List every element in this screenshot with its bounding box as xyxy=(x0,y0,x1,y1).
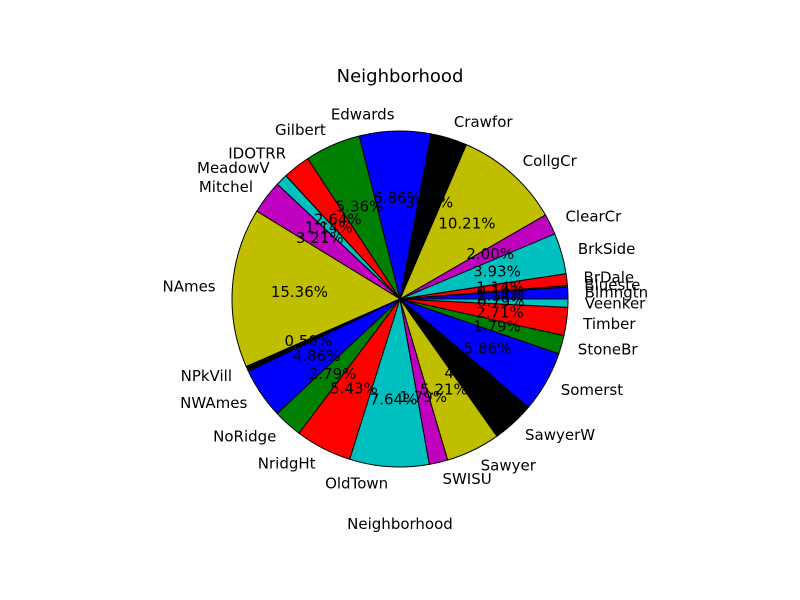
pct-label-veenker: 0.79% xyxy=(477,292,525,310)
category-label-nridght: NridgHt xyxy=(258,454,316,472)
category-label-brkside: BrkSide xyxy=(578,240,636,258)
category-label-veenker: Veenker xyxy=(585,295,646,313)
pct-label-nridght: 5.43% xyxy=(330,380,378,398)
pie-wedge-names xyxy=(231,210,401,368)
category-label-collgcr: CollgCr xyxy=(523,152,578,170)
pct-label-clearcr: 2.00% xyxy=(466,245,514,263)
pct-label-blmngtn: 1.14% xyxy=(477,286,525,304)
category-label-npkvill: NPkVill xyxy=(181,367,232,385)
pct-label-nwames: 4.86% xyxy=(293,347,341,365)
pct-label-names: 15.36% xyxy=(271,283,328,301)
pct-label-gilbert: 5.36% xyxy=(336,198,384,216)
category-label-timber: Timber xyxy=(582,315,636,333)
category-label-nwames: NWAmes xyxy=(180,394,247,412)
pct-label-edwards: 6.86% xyxy=(373,189,421,207)
pct-label-brdale: 1.14% xyxy=(476,278,524,296)
category-label-blmngtn: Blmngtn xyxy=(585,283,649,301)
pct-label-meadowv: 1.14% xyxy=(305,219,353,237)
pct-label-idotrr: 2.64% xyxy=(314,211,362,229)
pct-label-collgcr: 10.21% xyxy=(438,215,495,233)
pct-label-sawyer: 5.21% xyxy=(420,381,468,399)
category-label-sawyer: Sawyer xyxy=(481,456,537,474)
pct-label-brkside: 3.93% xyxy=(473,263,521,281)
category-label-idotrr: IDOTRR xyxy=(228,145,286,163)
pie-wedges xyxy=(231,130,569,468)
category-label-noridge: NoRidge xyxy=(213,427,276,445)
category-label-gilbert: Gilbert xyxy=(275,121,326,139)
x-axis-label: Neighborhood xyxy=(347,515,453,533)
pct-label-stonebr: 1.79% xyxy=(473,317,521,335)
category-label-oldtown: OldTown xyxy=(325,474,388,492)
pct-label-blueste: 0.14% xyxy=(477,282,525,300)
category-label-crawfor: Crawfor xyxy=(454,113,514,131)
pct-label-mitchel: 3.21% xyxy=(296,229,344,247)
pct-label-swisu: 1.79% xyxy=(399,388,447,406)
pct-label-somerst: 5.86% xyxy=(464,340,512,358)
pct-label-npkvill: 0.50% xyxy=(285,332,333,350)
percentage-labels: 1.14%0.14%1.14%3.93%2.00%10.21%3.50%6.86… xyxy=(271,189,525,408)
pct-label-oldtown: 7.64% xyxy=(370,391,418,409)
pct-label-sawyerw: 4.07% xyxy=(444,364,492,382)
category-label-meadowv: MeadowV xyxy=(197,159,270,177)
category-label-edwards: Edwards xyxy=(331,105,395,123)
category-label-stonebr: StoneBr xyxy=(578,340,639,358)
category-label-somerst: Somerst xyxy=(561,381,624,399)
category-label-sawyerw: SawyerW xyxy=(525,426,595,444)
category-label-swisu: SWISU xyxy=(442,470,491,488)
category-label-brdale: BrDale xyxy=(584,269,635,287)
chart-title: Neighborhood xyxy=(337,66,464,87)
category-label-clearcr: ClearCr xyxy=(565,208,622,226)
pct-label-crawfor: 3.50% xyxy=(406,194,454,212)
pct-label-timber: 2.71% xyxy=(476,304,524,322)
pie-wedge-veenker xyxy=(399,298,569,308)
pct-label-noridge: 2.79% xyxy=(309,365,357,383)
category-label-blueste: Blueste xyxy=(584,276,640,294)
category-label-names: NAmes xyxy=(162,277,215,295)
category-label-mitchel: Mitchel xyxy=(199,178,253,196)
pie-wedge-collgcr xyxy=(399,144,546,300)
